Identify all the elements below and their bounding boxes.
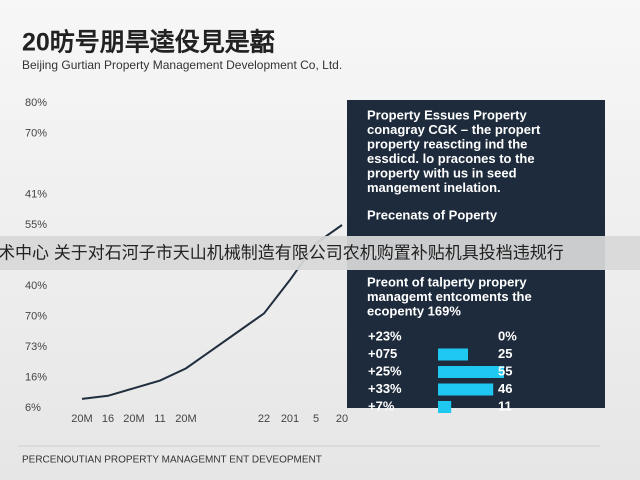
panel-line: Preont of talperty propery xyxy=(367,274,527,289)
y-tick-label: 80% xyxy=(25,97,47,109)
bar-value-label: 11 xyxy=(498,398,512,413)
x-tick-label: 20M xyxy=(71,413,92,425)
bar-value-label: 0% xyxy=(498,328,517,343)
bar-value-label: 55 xyxy=(498,363,512,378)
x-tick-label: 20M xyxy=(175,413,196,425)
bar-value-label: 25 xyxy=(498,346,512,361)
x-tick-label: 5 xyxy=(313,413,319,425)
y-tick-label: 73% xyxy=(25,341,47,353)
x-tick-label: 22 xyxy=(258,413,270,425)
bar xyxy=(438,383,494,396)
subtitle: Beijing Gurtian Property Management Deve… xyxy=(22,58,342,72)
banner-bg xyxy=(0,236,640,270)
x-tick-label: 16 xyxy=(102,413,114,425)
banner-text: 术中心 关于对石河子市天山机械制造有限公司农机购置补贴机具投档违规行 xyxy=(0,243,564,262)
panel-line: ecopenty 169% xyxy=(367,303,461,318)
y-tick-label: 6% xyxy=(25,402,41,414)
panel-line: Precenats of Poperty xyxy=(367,207,498,222)
bar-category: +33% xyxy=(368,381,402,396)
y-tick-label: 70% xyxy=(25,127,47,139)
bar xyxy=(438,348,468,361)
panel-line: managemt entcoments the xyxy=(367,289,532,304)
panel-line: essdicd. lo pracones to the xyxy=(367,151,535,166)
panel-line: property reascting ind the xyxy=(367,136,527,151)
bar-category: +23% xyxy=(368,328,402,343)
bar xyxy=(438,401,452,413)
banner: 术中心 关于对石河子市天山机械制造有限公司农机购置补贴机具投档违规行 xyxy=(0,236,640,270)
x-tick-label: 20 xyxy=(336,413,348,425)
panel-line: mangement inelation. xyxy=(367,180,501,195)
x-tick-label: 20M xyxy=(123,413,144,425)
bar-value-label: 46 xyxy=(498,381,512,396)
bar-category: +075 xyxy=(368,346,397,361)
x-tick-label: 11 xyxy=(154,413,165,425)
y-tick-label: 55% xyxy=(25,219,47,231)
footer: PERCENOUTIAN PROPERTY MANAGEMNT ENT DEVE… xyxy=(22,455,322,466)
panel-text: +23% 0% +075 25 +25% 55 +33% 46 +7% 11 Property Es… xyxy=(367,107,541,413)
y-tick-label: 70% xyxy=(25,310,47,322)
panel-line: conagray CGK – the propert xyxy=(367,122,541,137)
x-tick-label: 201 xyxy=(281,413,299,425)
title: 20昉号朋旱逵伇見是嚭 xyxy=(22,28,275,57)
bar xyxy=(438,366,504,378)
bar-category: +7% xyxy=(368,398,395,413)
bar-category: +25% xyxy=(368,363,402,378)
plot: 6%16%73%70%40%50%55%41%70%80%20M1620M112… xyxy=(25,97,348,425)
y-tick-label: 40% xyxy=(25,280,47,292)
panel-line: property with us in seed xyxy=(367,165,517,180)
panel-line: Property Essues Property xyxy=(367,107,527,122)
y-tick-label: 41% xyxy=(25,188,47,200)
y-tick-label: 16% xyxy=(25,371,47,383)
